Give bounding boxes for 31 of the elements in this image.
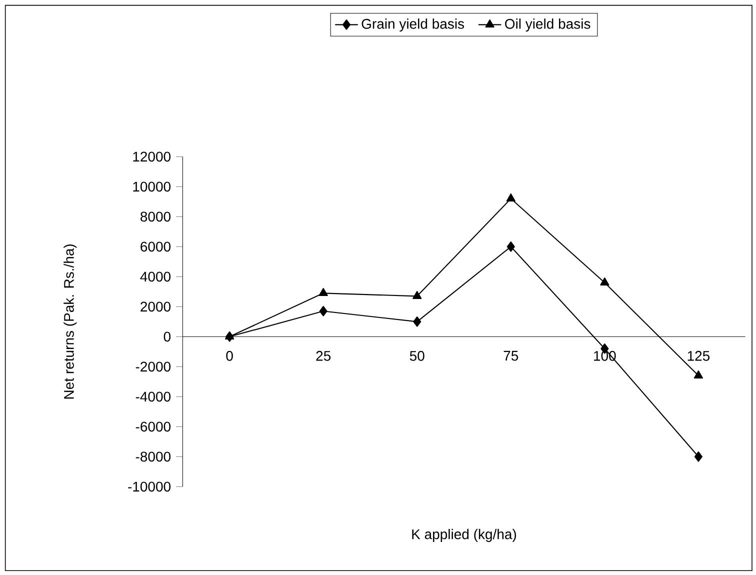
point <box>506 194 516 202</box>
point <box>224 332 234 340</box>
y-tick-label: 10000 <box>133 182 171 192</box>
legend-label: Oil yield basis <box>505 18 590 32</box>
y-tick-label: -6000 <box>136 422 171 432</box>
y-tick-label: 8000 <box>140 212 171 222</box>
point <box>413 316 422 328</box>
point <box>600 278 610 286</box>
point <box>694 370 704 379</box>
y-tick-label: 2000 <box>140 302 171 312</box>
point <box>506 242 515 252</box>
y-tick-label: -4000 <box>136 392 171 402</box>
y-tick-label: 6000 <box>140 242 171 252</box>
x-tick-label: 25 <box>316 351 331 362</box>
x-axis-title: K applied (kg/ha) <box>412 529 516 542</box>
y-tick-label: 12000 <box>133 152 171 162</box>
x-tick-label: 125 <box>688 351 710 362</box>
legend-label: Grain yield basis <box>362 18 464 32</box>
x-tick-label: 50 <box>410 351 424 362</box>
y-tick-label: -10000 <box>128 482 171 492</box>
y-tick-label: 0 <box>164 332 171 342</box>
point <box>412 291 422 300</box>
y-axis-title: Net returns (Pak. Rs./ha) <box>64 244 77 399</box>
y-tick-label: -2000 <box>136 362 171 372</box>
point <box>694 452 702 462</box>
y-tick-label: 4000 <box>140 272 171 282</box>
point <box>318 288 328 296</box>
x-tick-label: 75 <box>504 351 518 361</box>
x-tick-label: 0 <box>226 351 233 362</box>
point <box>319 306 328 317</box>
y-tick-label: -8000 <box>136 452 171 462</box>
